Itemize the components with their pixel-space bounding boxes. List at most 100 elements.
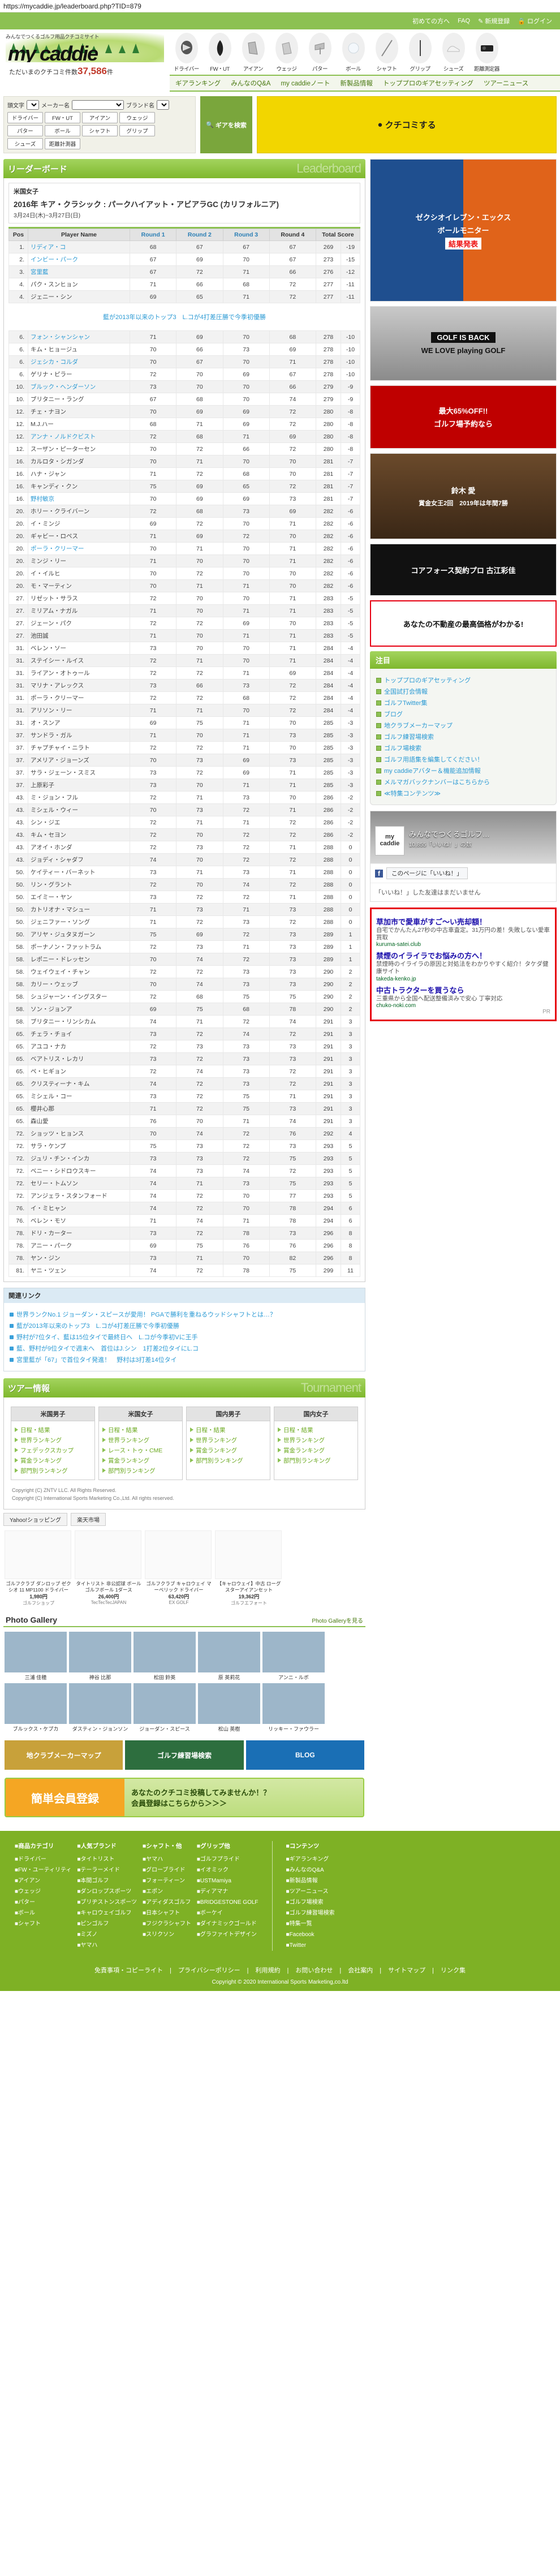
facebook-like-button[interactable]: このページに「いいね！」 [386,867,468,879]
nav-pro-gear-setting[interactable]: トッププロのギアセッティング [382,80,473,87]
tour-info-item[interactable]: 日程・結果 [102,1426,179,1434]
gallery-item[interactable]: 松田 鈴英 [133,1632,196,1681]
ad-golf-is-back[interactable]: GOLF IS BACK WE LOVE playing GOLF [370,306,557,381]
category-shaft[interactable]: シャフト [370,33,403,72]
tour-info-item[interactable]: レース・トゥ・CME [102,1446,179,1455]
gallery-item[interactable]: 三浦 佳穂 [5,1632,67,1681]
tour-info-item[interactable]: 日程・結果 [278,1426,354,1434]
text-ad[interactable]: 中古トラクターを買うなら 三重県から全国へ配送整備済みで安心 丁寧対応 chuko-… [376,984,550,1009]
player-link[interactable]: リディア・コ [31,244,66,251]
footer-link[interactable]: ■Facebook [286,1932,315,1938]
player-link[interactable]: フォン・シャンシャン [31,334,90,341]
footer-link[interactable]: ■パター [15,1899,36,1906]
brand-select[interactable] [157,100,169,110]
footer-link[interactable]: ■特集一覧 [286,1921,312,1928]
ad-suzuki-ai[interactable]: 鈴木 愛 賞金女王2回 2019年は年間7勝 [370,453,557,539]
search-button[interactable]: 🔍 ギアを検索 [200,96,252,153]
nav-qa[interactable]: みんなのQ&A [231,80,271,87]
footer-link[interactable]: ■ゴルフ練習場検索 [286,1910,335,1917]
text-ad[interactable]: 禁煙のイライラでお悩みの方へ！ 禁煙時のイライラの原因と対処法をわかりやすく紹介！… [376,950,550,982]
footer-link[interactable]: ■ピンゴルフ [77,1921,109,1928]
category-fw-ut[interactable]: FW・UT [203,33,236,72]
footer-link[interactable]: ■ツアーニュース [286,1889,329,1895]
top-link-login[interactable]: 🔒 ログイン [518,18,552,25]
nav-new-products[interactable]: 新製品情報 [340,80,373,87]
footer-link[interactable]: ■グローブライド [143,1867,186,1874]
write-review-button[interactable]: ● クチコミする [257,96,557,153]
footer-link[interactable]: ■みんなのQ&A [286,1867,324,1874]
top-link-first-time[interactable]: 初めての方へ [412,18,450,25]
footer-bottom-link[interactable]: サイトマップ [388,1967,426,1975]
category-wedge[interactable]: ウェッジ [270,33,303,72]
player-link[interactable]: ブルック・ヘンダーソン [31,384,96,390]
footer-link[interactable]: ■Twitter [286,1942,307,1949]
attention-item[interactable]: ≪特集コンテンツ≫ [376,789,550,798]
ad-xxio[interactable]: ゼクシオイレブン・エックス ボールモニター 結果発表 [370,159,557,302]
chip-driver[interactable]: ドライバー [7,112,43,123]
footer-link[interactable]: ■フォーティーン [143,1878,185,1885]
gallery-item[interactable]: ダスティン・ジョンソン [69,1683,131,1732]
chip-rangefinder[interactable]: 距離計測器 [45,138,80,149]
category-iron[interactable]: アイアン [236,33,270,72]
footer-link[interactable]: ■新製品情報 [286,1878,318,1885]
footer-bottom-link[interactable]: リンク集 [440,1967,466,1975]
text-ad[interactable]: 草加市で愛車がすご～い売却額！ 自宅でかんたん27秒の中古車査定。31万円の差！失… [376,916,550,948]
attention-item[interactable]: トッププロのギアセッティング [376,676,550,685]
tour-info-item[interactable]: 日程・結果 [190,1426,266,1434]
gallery-item[interactable]: ジョーダン・スピース [133,1683,196,1732]
shop-tab-rakuten[interactable]: 楽天市場 [70,1513,106,1526]
attention-item[interactable]: ゴルフ用語集を編集してください！ [376,755,550,764]
footer-link[interactable]: ■アディダスゴルフ [143,1899,191,1906]
site-logo[interactable]: みんなでつくるゴルフ用品クチコミサイト my caddie [6,33,164,62]
chip-iron[interactable]: アイアン [82,112,118,123]
related-link[interactable]: 野村が7位タイ、藍は15位タイで最終日へ L.コが今季初Vに王手 [16,1334,198,1341]
ad-livinmatch[interactable]: あなたの不動産の最高価格がわかる! [370,600,557,647]
ad-furue-ayaka[interactable]: コアフォース契約プロ 古江彩佳 [370,544,557,596]
chip-shaft[interactable]: シャフト [82,125,118,136]
footer-link[interactable]: ■ブリヂストンスポーツ [77,1899,137,1906]
shop-item[interactable]: ゴルフクラブ ダンロップ ゼクシオ 11 MP1100 ドライバー 1,980円ゴ… [5,1530,72,1606]
shop-tab-yahoo[interactable]: Yahoo!ショッピング [3,1513,67,1526]
footer-bottom-link[interactable]: お問い合わせ [295,1967,333,1975]
footer-bottom-link[interactable]: プライバシーポリシー [178,1967,240,1975]
tour-info-item[interactable]: 賞金ランキング [278,1446,354,1455]
gallery-item[interactable]: アンニ・ルボ [262,1632,325,1681]
footer-link[interactable]: ■ゴルフ場検索 [286,1899,324,1906]
chip-shoes[interactable]: シューズ [7,138,43,149]
chip-grip[interactable]: グリップ [119,125,155,136]
category-putter[interactable]: パター [303,33,337,72]
attention-item[interactable]: 地クラブメーカーマップ [376,721,550,730]
footer-link[interactable]: ■ミズノ [77,1932,98,1938]
footer-bottom-link[interactable]: 免責事項・コピーライト [94,1967,163,1975]
attention-item[interactable]: ゴルフ練習場検索 [376,732,550,741]
footer-link[interactable]: ■ヤマハ [77,1942,98,1949]
player-link[interactable]: ポーラ・クリーマー [31,545,84,552]
footer-link[interactable]: ■ダンロップスポーツ [77,1889,132,1895]
nav-mycaddie-note[interactable]: my caddieノート [281,80,330,87]
player-link[interactable]: 野村敏京 [31,496,54,502]
footer-link[interactable]: ■ゴルフプライド [196,1856,240,1863]
footer-link[interactable]: ■ドライバー [15,1856,46,1863]
category-driver[interactable]: ドライバー [170,33,203,72]
related-link[interactable]: 藍、野村が9位タイで週末へ 首位はJ.シン 1打差2位タイにL.コ [16,1345,199,1352]
tour-info-item[interactable]: 賞金ランキング [190,1446,266,1455]
footer-link[interactable]: ■USTMamiya [196,1878,231,1885]
footer-link[interactable]: ■キャロウェイゴルフ [77,1910,132,1917]
maker-select[interactable] [72,100,124,110]
footer-link[interactable]: ■ヤマハ [143,1856,163,1863]
top-link-register[interactable]: ✎ 新規登録 [478,18,510,25]
chip-ball[interactable]: ボール [45,125,80,136]
tour-info-item[interactable]: 世界ランキング [102,1436,179,1444]
shop-item[interactable]: タイトリスト 非公認球 ボール ゴルフボール 1ダース 26,400円 TecTec… [75,1530,143,1606]
player-link[interactable]: 宮里藍 [31,269,49,276]
footer-link[interactable]: ■タイトリスト [77,1856,115,1863]
tour-info-item[interactable]: 部門別ランキング [190,1456,266,1465]
footer-bottom-link[interactable]: 会社案内 [348,1967,373,1975]
nav-gear-ranking[interactable]: ギアランキング [175,80,221,87]
footer-link[interactable]: ■日本シャフト [143,1910,180,1917]
tour-info-item[interactable]: フェデックスカップ [15,1446,91,1455]
player-link[interactable]: アンナ・ノルドクビスト [31,433,96,440]
footer-link[interactable]: ■アイアン [15,1878,41,1885]
footer-link[interactable]: ■ダイナミックゴールド [196,1921,257,1928]
tour-info-item[interactable]: 賞金ランキング [102,1456,179,1465]
